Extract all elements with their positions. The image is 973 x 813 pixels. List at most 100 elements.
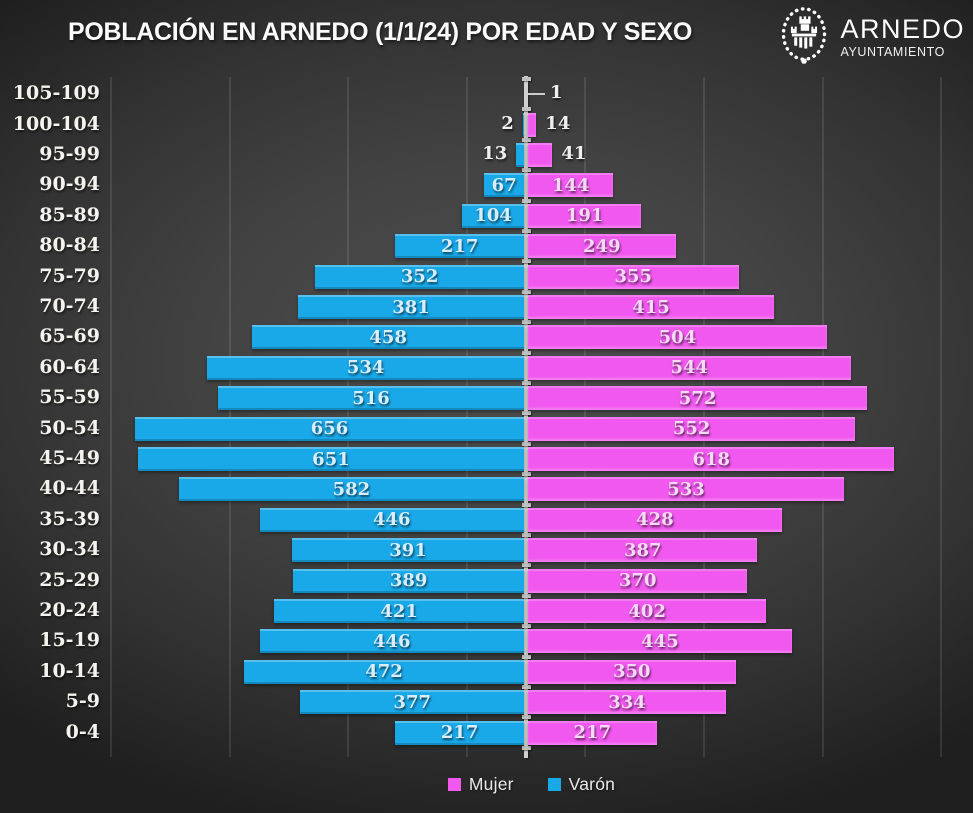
varon-bar: 104 — [462, 203, 524, 228]
varon-bar: 217 — [395, 234, 524, 259]
age-label: 95-99 — [39, 143, 100, 165]
mujer-value-label: 249 — [583, 235, 621, 257]
mujer-value-label: 618 — [692, 448, 731, 470]
varon-bar: 377 — [300, 690, 524, 715]
varon-value-label: 516 — [352, 387, 390, 409]
varon-value-label: 217 — [440, 235, 479, 257]
age-label: 25-29 — [39, 568, 100, 591]
axis-tick — [521, 411, 531, 416]
mujer-value-label: 533 — [667, 478, 705, 500]
mujer-bar: 504 — [528, 325, 827, 350]
mujer-bar: 533 — [528, 477, 845, 502]
mujer-bar: 544 — [528, 355, 851, 380]
mujer-value-label: 387 — [623, 539, 662, 561]
callout-line — [528, 93, 545, 96]
chart-legend: Mujer Varón — [45, 774, 973, 795]
age-label: 35-39 — [39, 507, 100, 530]
axis-tick — [521, 624, 531, 629]
varon-bar: 651 — [137, 447, 524, 471]
varon-value-label: 582 — [332, 478, 371, 500]
axis-tick — [521, 654, 531, 659]
axis-tick — [521, 289, 531, 294]
age-label: 80-84 — [39, 234, 100, 257]
axis-tick — [521, 77, 531, 81]
varon-value-label: 352 — [400, 266, 439, 288]
varon-bar — [516, 143, 524, 167]
mujer-bar: 334 — [528, 690, 727, 715]
varon-bar: 656 — [134, 416, 524, 441]
varon-value-label: 656 — [310, 418, 349, 440]
mujer-swatch — [447, 778, 461, 791]
logo-name: ARNEDO — [840, 14, 965, 45]
age-label: 0-4 — [65, 720, 100, 743]
coat-of-arms-castle-icon — [776, 4, 832, 71]
age-label: 10-14 — [39, 659, 100, 682]
varon-value-label: 446 — [372, 630, 411, 652]
gridline — [109, 77, 112, 757]
age-label: 105-109 — [12, 82, 100, 105]
mujer-value-label: 41 — [561, 143, 587, 164]
gridline — [940, 77, 943, 757]
axis-tick — [521, 472, 531, 477]
age-label: 85-89 — [39, 203, 100, 226]
varon-bar: 516 — [218, 386, 524, 411]
age-label: 90-94 — [39, 173, 100, 196]
axis-tick — [521, 685, 531, 689]
varon-bar: 446 — [259, 507, 524, 532]
mujer-value-label: 402 — [628, 600, 666, 622]
axis-tick — [521, 502, 531, 507]
age-label: 5-9 — [65, 690, 100, 713]
axis-tick — [521, 441, 531, 446]
axis-tick — [521, 137, 531, 142]
mujer-value-label: 355 — [614, 266, 653, 288]
legend-label-varon: Varón — [568, 774, 616, 794]
mujer-bar: 217 — [528, 720, 657, 745]
center-axis-line — [524, 76, 528, 758]
varon-bar: 391 — [292, 538, 524, 563]
mujer-value-label: 350 — [612, 661, 651, 683]
varon-value-label: 67 — [491, 174, 517, 196]
varon-value-label: 458 — [369, 326, 407, 348]
axis-tick — [521, 107, 531, 112]
varon-bar: 352 — [315, 264, 524, 289]
age-label: 15-19 — [39, 629, 100, 652]
varon-value-label: 391 — [389, 539, 427, 561]
varon-bar: 472 — [244, 659, 524, 684]
age-label: 30-34 — [39, 538, 100, 561]
axis-tick — [521, 381, 531, 385]
age-label: 75-79 — [39, 264, 100, 287]
mujer-value-label: 428 — [636, 509, 674, 531]
logo-text: ARNEDO AYUNTAMIENTO — [840, 16, 965, 59]
varon-bar: 458 — [252, 325, 524, 350]
mujer-bar: 144 — [528, 173, 614, 198]
mujer-bar: 370 — [528, 568, 748, 593]
legend-item-varon: Varón — [547, 774, 616, 795]
mujer-bar: 428 — [528, 507, 782, 532]
axis-tick — [521, 259, 531, 264]
axis-tick — [521, 715, 531, 720]
mujer-bar: 415 — [528, 295, 775, 319]
varon-bar: 389 — [293, 568, 524, 593]
mujer-value-label: 370 — [618, 570, 657, 592]
mujer-bar: 191 — [528, 203, 642, 228]
age-label: 20-24 — [39, 599, 100, 621]
age-label: 50-54 — [39, 416, 100, 439]
age-label: 60-64 — [39, 355, 100, 378]
mujer-value-label: 334 — [608, 691, 646, 713]
varon-value-label: 104 — [474, 205, 512, 227]
axis-tick — [521, 563, 531, 568]
age-label: 45-49 — [39, 447, 100, 469]
varon-value-label: 381 — [392, 296, 430, 318]
mujer-value-label: 14 — [545, 112, 571, 134]
mujer-bar: 355 — [528, 264, 739, 289]
axis-tick — [521, 320, 531, 325]
legend-label-mujer: Mujer — [468, 774, 514, 794]
mujer-bar — [528, 143, 553, 167]
mujer-value-label: 544 — [670, 357, 709, 379]
mujer-bar: 445 — [528, 629, 792, 654]
mujer-bar: 350 — [528, 659, 736, 684]
axis-tick — [521, 593, 531, 598]
legend-item-mujer: Mujer — [447, 774, 514, 795]
varon-value-label: 217 — [440, 722, 479, 744]
axis-tick — [521, 168, 531, 173]
